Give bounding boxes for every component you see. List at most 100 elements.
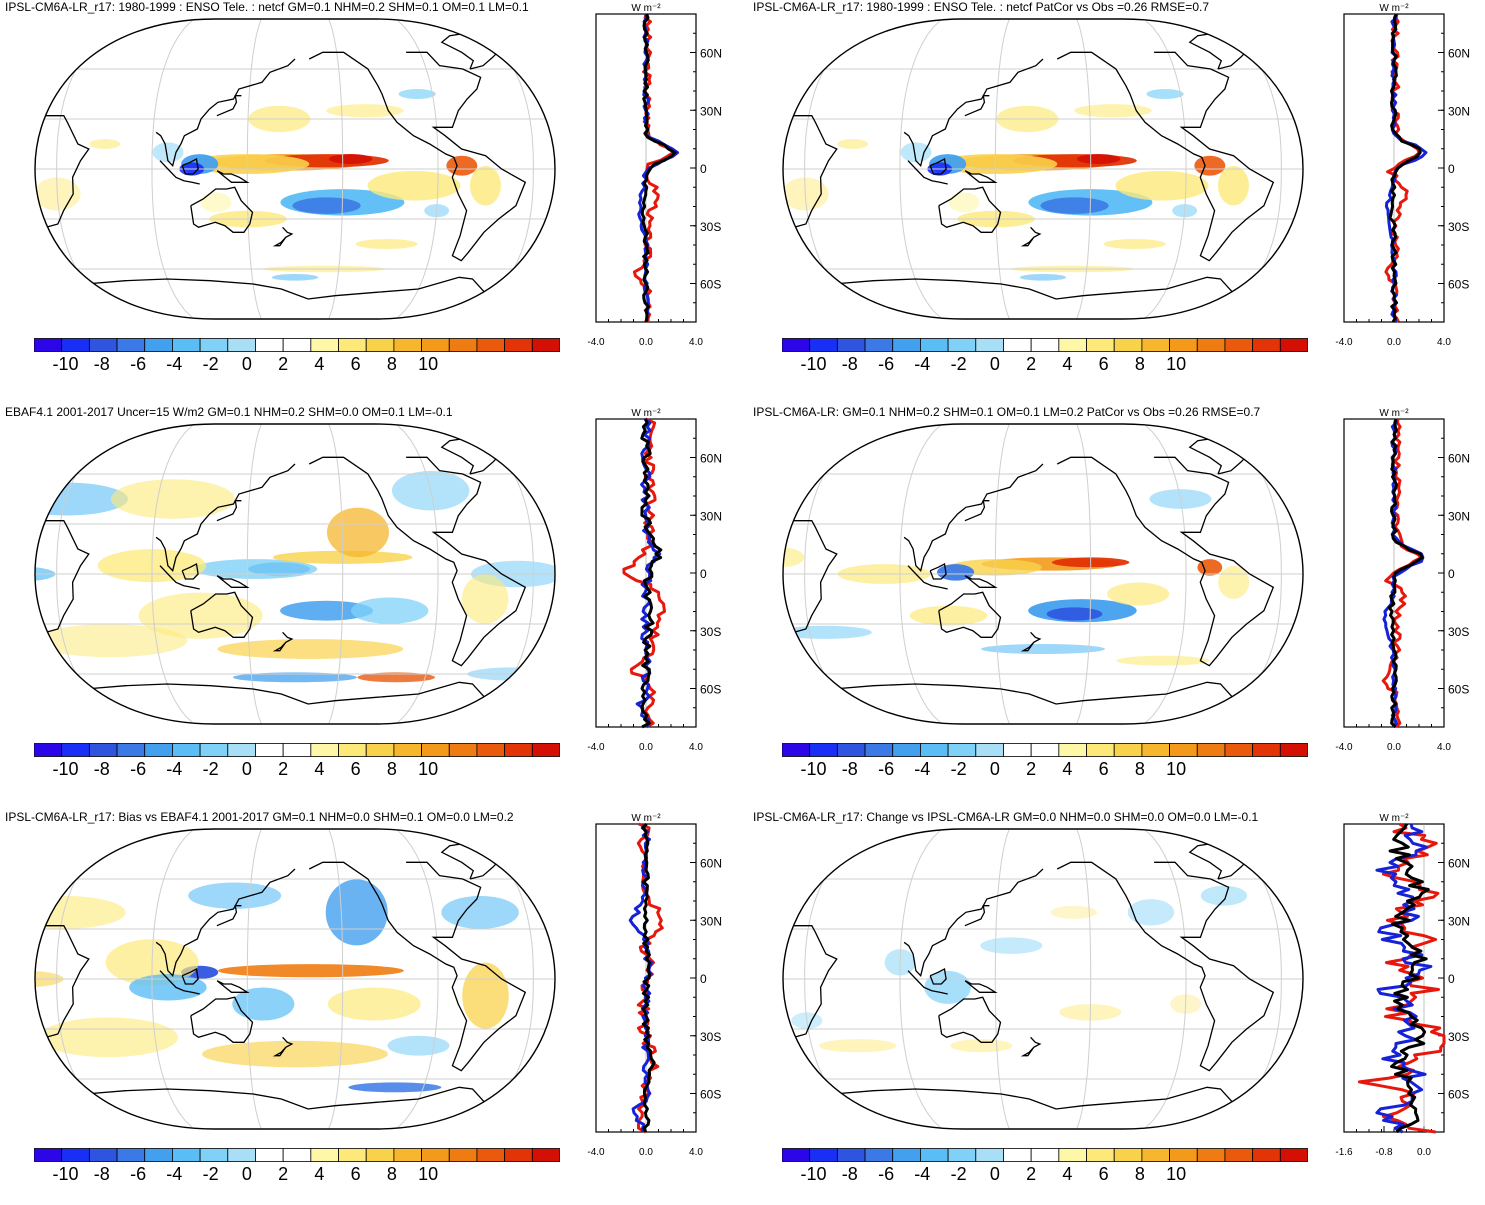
map-field: [35, 424, 555, 724]
coastline: [216, 575, 250, 588]
zonal-lat-label: 30S: [700, 220, 721, 234]
colorbar-swatch: [1086, 743, 1115, 757]
colorbar-tick-label: 10: [418, 759, 439, 779]
colorbar-swatch: [864, 1148, 894, 1162]
coastline: [938, 996, 1002, 1043]
colorbar-swatch: [448, 1148, 478, 1162]
colorbar-swatch: [255, 1148, 284, 1162]
colorbar-labels: -10 -8 -6 -4 -2 0 2 4 6 8 10: [782, 354, 1308, 376]
colorbar-tick-label: 2: [278, 759, 289, 779]
anomaly-region: [1107, 582, 1170, 606]
colorbar-swatch: [1113, 338, 1143, 352]
colorbar-swatch: [476, 1148, 506, 1162]
colorbar-swatch: [809, 338, 838, 352]
zonal-series-blue: [628, 823, 653, 1133]
colorbar-tick-label: 6: [350, 354, 361, 374]
colorbar-tick-label: -4: [914, 1164, 931, 1184]
zonal-lat-label: 30N: [1448, 104, 1470, 118]
colorbar-tick-label: -8: [93, 1164, 110, 1184]
map-field: [783, 19, 1303, 319]
colorbar-swatch: [282, 338, 312, 352]
anomaly-region: [1146, 89, 1184, 99]
colorbar-swatch: [1141, 338, 1170, 352]
zonal-lat-label: 30S: [1448, 625, 1469, 639]
zonal-lat-label: 60S: [1448, 278, 1469, 292]
colorbar-tick-label: 8: [1134, 759, 1145, 779]
zonal-series-red: [622, 417, 666, 729]
colorbar-tick-label: 8: [386, 354, 397, 374]
zonal-unit-label: W m⁻²: [1379, 408, 1409, 419]
colorbar-swatch: [1279, 1148, 1308, 1162]
colorbar-swatch: [116, 338, 146, 352]
anomaly-region: [948, 192, 980, 213]
zonal-xtick-label: 0.0: [639, 337, 653, 348]
colorbar-swatch: [393, 743, 422, 757]
colorbar-tick-label: 0: [989, 354, 1000, 374]
colorbar-swatch: [88, 743, 118, 757]
gridline-lon: [151, 424, 195, 724]
anomaly-region: [1197, 559, 1223, 576]
anomaly-region: [1194, 155, 1226, 176]
zonal-lat-label: 30N: [1448, 509, 1470, 523]
colorbar-swatch: [1279, 743, 1308, 757]
colorbar-swatch: [975, 1148, 1004, 1162]
panel-title: EBAF4.1 2001-2017 Uncer=15 W/m2 GM=0.1 N…: [5, 405, 453, 419]
colorbar-swatch: [947, 743, 977, 757]
gridline-lon: [994, 424, 1010, 724]
anomaly-region: [900, 142, 932, 163]
colorbar-swatch: [1196, 743, 1226, 757]
colorbar-tick-label: -4: [166, 1164, 183, 1184]
anomaly-region: [398, 89, 436, 99]
anomaly-region: [819, 1039, 897, 1053]
coastline: [216, 980, 250, 993]
colorbar-swatch: [421, 338, 450, 352]
zonal-mean-plot: W m⁻² -1.6 -0.8 0.0 60N 30N 0 30S 60S: [1335, 813, 1470, 1158]
colorbar-swatch: [1003, 743, 1032, 757]
anomaly-region: [461, 574, 509, 624]
coastline: [1020, 226, 1042, 247]
zonal-xtick-label: 0.0: [1387, 742, 1401, 753]
colorbar-swatch: [421, 743, 450, 757]
colorbar: [782, 1148, 1308, 1162]
robinson-map: [34, 828, 556, 1130]
colorbar-tick-label: -6: [130, 759, 147, 779]
panel-title: IPSL-CM6A-LR_r17: Change vs IPSL-CM6A-LR…: [753, 810, 1259, 824]
zonal-xtick-label: 4.0: [1437, 742, 1451, 753]
coastline: [155, 58, 296, 168]
colorbar-swatch: [255, 743, 284, 757]
gridline-lon: [1143, 19, 1187, 319]
colorbar-swatch: [1252, 1148, 1281, 1162]
zonal-lat-label: 0: [1448, 162, 1455, 176]
colorbar-labels: -10 -8 -6 -4 -2 0 2 4 6 8 10: [34, 1164, 560, 1186]
colorbar-swatch: [1030, 1148, 1060, 1162]
colorbar-tick-label: 6: [350, 759, 361, 779]
colorbar-swatch: [782, 338, 811, 352]
colorbar-swatch: [1030, 338, 1060, 352]
zonal-series-black: [1388, 13, 1422, 323]
colorbar-swatch: [836, 1148, 866, 1162]
gridline-lon: [1076, 829, 1092, 1129]
colorbar-swatch: [1141, 1148, 1170, 1162]
anomaly-region: [357, 672, 435, 683]
colorbar-tick-label: -10: [800, 1164, 827, 1184]
map-border: [34, 828, 556, 1130]
colorbar-swatch: [1224, 1148, 1254, 1162]
colorbar-swatch: [310, 338, 339, 352]
zonal-series-black: [640, 418, 663, 729]
colorbar-swatch: [1169, 1148, 1198, 1162]
colorbar-tick-label: -2: [950, 759, 967, 779]
colorbar-swatch: [365, 338, 395, 352]
panel-ipsl-base: IPSL-CM6A-LR: GM=0.1 NHM=0.2 SHM=0.1 OM=…: [748, 405, 1485, 800]
colorbar-swatch: [975, 743, 1004, 757]
colorbar-tick-label: -8: [841, 1164, 858, 1184]
anomaly-region: [1127, 899, 1175, 926]
colorbar-swatch: [144, 743, 173, 757]
anomaly-region: [446, 155, 478, 176]
colorbar-swatch: [1030, 743, 1060, 757]
colorbar-tick-label: -8: [93, 354, 110, 374]
anomaly-region: [38, 1017, 179, 1058]
panel-title: IPSL-CM6A-LR_r17: Bias vs EBAF4.1 2001-2…: [5, 810, 514, 824]
zonal-xtick-label: 4.0: [1437, 337, 1451, 348]
zonal-series-black: [1387, 418, 1424, 729]
colorbar-swatch: [947, 1148, 977, 1162]
